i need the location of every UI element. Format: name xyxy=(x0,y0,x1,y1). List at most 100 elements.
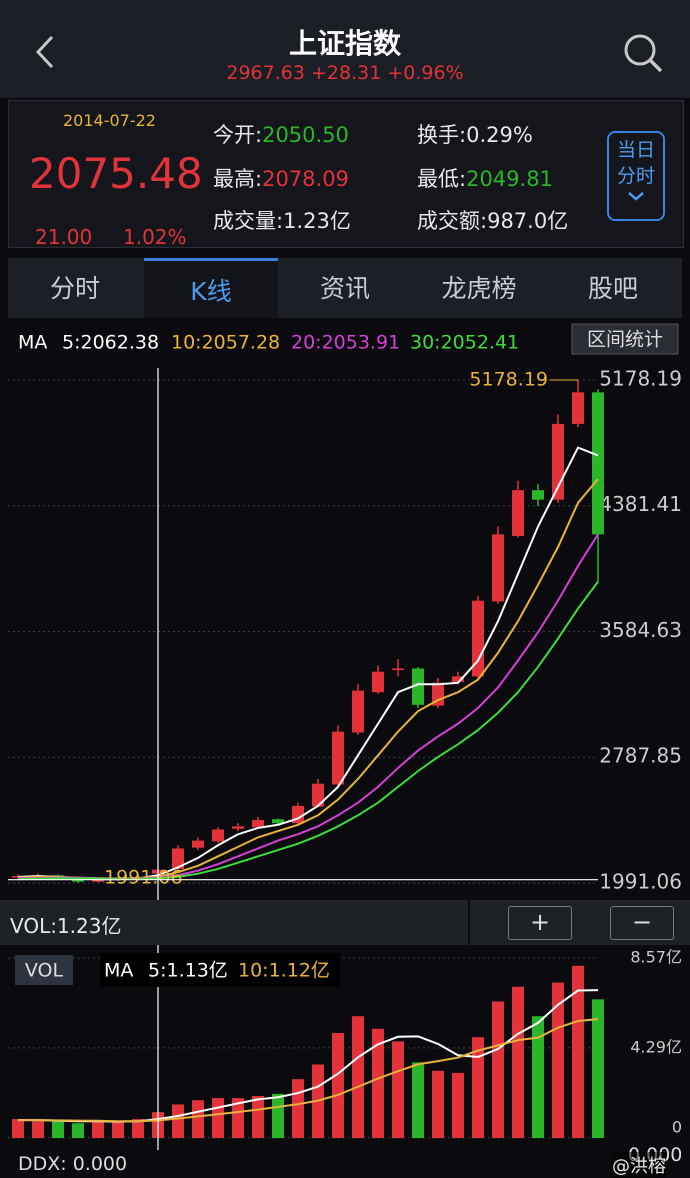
value: 987.0亿 xyxy=(487,209,569,233)
label: 今开: xyxy=(213,123,263,147)
candle-body xyxy=(392,668,404,671)
volume-bar xyxy=(92,1121,104,1138)
legend-prefix: MA xyxy=(18,332,47,354)
zoom-out[interactable]: − xyxy=(610,906,674,940)
y-tick-label: 1991.06 xyxy=(599,870,682,894)
candle-body xyxy=(472,600,484,677)
chevron xyxy=(628,192,644,201)
range-button[interactable]: 区间统计 xyxy=(587,329,663,351)
y-tick-label: 0 xyxy=(672,1118,682,1137)
volume-bar xyxy=(412,1062,424,1138)
volume-chart: 0 4.29亿 8.57亿 VOL MA 5:1.13亿 10:1.12亿 xyxy=(8,945,682,1150)
kline-chart: 1991.06 2787.85 3584.63 4381.41 5178.19 5178.… xyxy=(8,323,682,900)
annotation: 1991.06 xyxy=(104,867,183,889)
tab[interactable]: 龙虎榜 xyxy=(441,274,517,303)
candle-body xyxy=(272,819,284,824)
ddx-label: DDX: 0.000 xyxy=(18,1153,128,1175)
ma-line xyxy=(18,1018,599,1123)
volume-bar xyxy=(212,1098,224,1138)
candle-body xyxy=(412,668,424,705)
value: 2050.50 xyxy=(262,123,349,147)
candle-body xyxy=(492,534,504,602)
volume-bar xyxy=(72,1123,84,1138)
label: 最低: xyxy=(417,167,467,191)
candle-body xyxy=(312,783,324,807)
index-quote: 2967.63 +28.31 +0.96% xyxy=(0,62,690,84)
volume-bar xyxy=(592,999,604,1138)
value: 0.29% xyxy=(466,123,533,147)
annotation: 5178.19 xyxy=(469,369,548,391)
value: 2049.81 xyxy=(466,167,553,191)
back-button[interactable] xyxy=(30,34,60,70)
label: 最高: xyxy=(213,167,263,191)
zoom-in[interactable]: + xyxy=(508,906,572,940)
percent: +0.96% xyxy=(387,62,464,84)
volume-bar xyxy=(252,1095,264,1138)
volume-bar xyxy=(192,1100,204,1138)
legend-entry: 10:2057.28 xyxy=(171,332,280,354)
label: 换手: xyxy=(417,123,467,147)
intraday-button[interactable]: 当日分时 xyxy=(607,131,665,221)
legend-entry: 5:1.13亿 xyxy=(148,960,228,982)
title: 上证指数 xyxy=(288,27,401,60)
candle-body xyxy=(592,392,604,535)
field: 成交量:1.23亿 xyxy=(213,205,351,235)
y-tick-label: 8.57亿 xyxy=(630,948,682,967)
search-button[interactable] xyxy=(622,32,666,76)
candle-body xyxy=(92,880,104,882)
tab-bar: 分时 K线 资讯 龙虎榜 股吧 xyxy=(8,258,682,318)
candle-body xyxy=(212,829,224,842)
volume-bar xyxy=(12,1119,24,1138)
field: 今开:2050.50 xyxy=(213,119,349,149)
legend-bg xyxy=(100,953,340,987)
candle-body xyxy=(332,731,344,785)
field: 换手:0.29% xyxy=(417,119,533,149)
volume-bar xyxy=(372,1028,384,1138)
change: 21.00 xyxy=(35,225,93,249)
volume-bar xyxy=(272,1093,284,1138)
candle-body xyxy=(352,690,364,733)
tab-active[interactable]: K线 xyxy=(144,258,278,318)
volume-bar xyxy=(432,1070,444,1138)
volume-toolbar: VOL:1.23亿 + − xyxy=(0,900,690,945)
ma-line xyxy=(17,581,599,881)
candle-body xyxy=(252,820,264,828)
legend-prefix: MA xyxy=(104,960,133,982)
ma-line xyxy=(17,533,599,880)
y-tick-label: 2787.85 xyxy=(599,744,682,768)
label: 成交量: xyxy=(213,209,284,233)
candle-body xyxy=(72,879,84,882)
volume-bar xyxy=(392,1041,404,1138)
field: 成交额:987.0亿 xyxy=(417,205,568,235)
range-button-bg xyxy=(571,323,679,355)
legend-entry: 10:1.12亿 xyxy=(238,960,330,982)
volume-bar xyxy=(112,1121,124,1138)
field: 最低:2049.81 xyxy=(417,163,553,193)
divider xyxy=(468,900,470,945)
legend-entry: 5:2062.38 xyxy=(62,332,159,354)
date: 2014-07-22 xyxy=(63,111,156,130)
ma-line xyxy=(17,446,599,881)
volume-bar xyxy=(552,982,564,1138)
volume-bar xyxy=(332,1032,344,1138)
badge-bg xyxy=(15,955,73,985)
volume-bar xyxy=(172,1104,184,1138)
tab[interactable]: 分时 xyxy=(49,274,100,303)
tab[interactable]: 资讯 xyxy=(319,274,370,303)
y-tick-label: 5178.19 xyxy=(599,367,682,391)
price: 2967.63 xyxy=(226,62,305,84)
change: +28.31 xyxy=(310,62,382,84)
candle-body xyxy=(452,676,464,682)
candle-body xyxy=(512,490,524,536)
candle-body xyxy=(172,848,184,869)
label: 成交额: xyxy=(417,209,488,233)
button-label: 当日分时 xyxy=(616,139,655,187)
volume-bar xyxy=(572,965,584,1138)
volume-bar xyxy=(32,1121,44,1138)
ddx-row: DDX: 0.000 0.000 @洪榕 xyxy=(0,1144,690,1178)
y-tick-label: 4.29亿 xyxy=(630,1037,682,1056)
candle-body xyxy=(192,840,204,848)
tab[interactable]: 股吧 xyxy=(587,274,638,303)
quote-panel: 2014-07-22 2075.48 21.00 1.02% 今开:2050.5… xyxy=(8,100,684,249)
